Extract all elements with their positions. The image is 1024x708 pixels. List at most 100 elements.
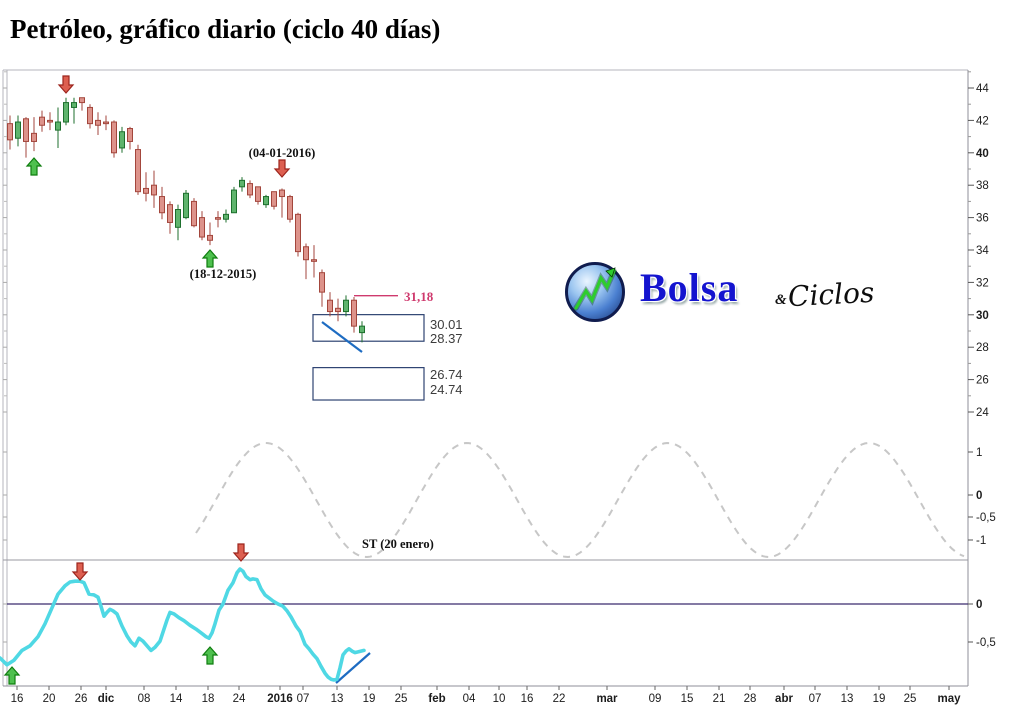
candlestick (23, 117, 29, 158)
x-axis-label: 19 (873, 693, 886, 705)
candlestick (7, 115, 13, 150)
x-axis-label: 07 (297, 693, 310, 705)
oscillator-line (0, 567, 366, 682)
candle-body (39, 116, 45, 126)
candlestick (271, 191, 277, 210)
x-axis-label: 18 (202, 693, 215, 705)
candle-body (359, 325, 365, 334)
x-axis-label: 13 (841, 693, 854, 705)
candlestick (55, 107, 61, 148)
candle-body (31, 132, 37, 142)
y-axis-label: 34 (976, 245, 989, 257)
candle-body (103, 121, 109, 125)
candlestick (303, 243, 309, 280)
x-axis-label: 16 (11, 693, 24, 705)
candlestick (71, 97, 77, 124)
candle-body (71, 102, 77, 108)
x-axis-label: 22 (553, 693, 566, 705)
x-axis-label: 09 (649, 693, 662, 705)
signal-arrows (3, 75, 291, 685)
y-axis-label: 26 (976, 375, 989, 387)
candlestick (191, 198, 197, 228)
candlestick (79, 97, 85, 111)
zigzag-arrow-icon (573, 267, 617, 311)
box1-bottom-label: 28.37 (430, 331, 463, 346)
y-axis-label: 0 (976, 599, 982, 611)
candle-body (199, 217, 205, 238)
candle-body (279, 189, 285, 198)
signal-arrow-up (201, 646, 219, 665)
oscillator-curve (0, 567, 366, 682)
candlestick (231, 186, 237, 214)
y-axis-label: 44 (976, 83, 989, 95)
candlestick (15, 115, 21, 147)
x-axis-label: 26 (75, 693, 88, 705)
y-axis-label: 38 (976, 180, 989, 192)
candlestick (311, 245, 317, 278)
box1-top-label: 30.01 (430, 317, 463, 332)
candlestick (151, 170, 157, 208)
x-axis-label: 20 (43, 693, 56, 705)
candle-body (23, 118, 29, 142)
candle-body (191, 200, 197, 227)
candle-body (343, 299, 349, 313)
candlestick (255, 186, 261, 205)
candlestick (47, 112, 53, 131)
y-axis-label: 30 (976, 310, 989, 322)
y-axis-label: 1 (976, 447, 982, 459)
candle-body (151, 184, 157, 196)
candlestick (119, 126, 125, 153)
candlestick (143, 172, 149, 202)
y-axis-label: 24 (976, 407, 989, 419)
x-axis: 16 20 26 dic 08 14 18 24 2016 07 13 19 25 feb 04 10 16 22… (11, 686, 961, 705)
candle-body (311, 259, 317, 262)
candle-body (215, 217, 221, 220)
y-axis-label: 28 (976, 342, 989, 354)
brand-name: Bolsa (640, 265, 739, 310)
trendlines (321, 294, 398, 684)
candlestick (327, 292, 333, 317)
x-axis-label: 14 (170, 693, 183, 705)
box2-bottom-label: 24.74 (430, 382, 463, 397)
candlestick (135, 144, 141, 195)
candlestick (287, 194, 293, 223)
x-axis-label: 28 (744, 693, 757, 705)
x-axis-label: 21 (713, 693, 726, 705)
candlestick (39, 110, 45, 132)
x-axis-label: mar (596, 693, 618, 705)
x-axis-label: 24 (233, 693, 246, 705)
y-axis-label: 32 (976, 277, 989, 289)
signal-arrow-down (232, 543, 250, 562)
candle-body (239, 179, 245, 188)
candle-body (87, 106, 93, 125)
cycle-sine-wave (195, 441, 965, 559)
candle-body (255, 186, 261, 202)
candlestick (127, 126, 133, 150)
candlesticks (7, 97, 365, 343)
candlestick (223, 209, 229, 223)
annotation-cycle-high: (04-01-2016) (249, 146, 316, 160)
x-axis-label: dic (98, 693, 115, 705)
y-axis-label: -0,5 (976, 512, 996, 524)
candlestick (175, 204, 181, 241)
support-box-1 (312, 314, 425, 342)
signal-arrow-down (273, 159, 291, 178)
x-axis-label: 19 (363, 693, 376, 705)
x-axis-label: 15 (681, 693, 694, 705)
signal-arrow-up (201, 249, 219, 268)
blue-trendline-1 (321, 321, 363, 353)
candlestick (351, 296, 357, 333)
candlestick (103, 115, 109, 131)
candle-body (111, 121, 117, 154)
support-zones (312, 314, 425, 401)
candlestick (87, 104, 93, 129)
candlestick (279, 188, 285, 218)
candle-body (223, 213, 229, 220)
candlestick (63, 97, 69, 126)
y-axis-label: -1 (976, 535, 986, 547)
x-axis-label: 08 (138, 693, 151, 705)
candle-body (295, 213, 301, 253)
signal-arrow-up (25, 157, 43, 176)
candle-body (63, 102, 69, 123)
